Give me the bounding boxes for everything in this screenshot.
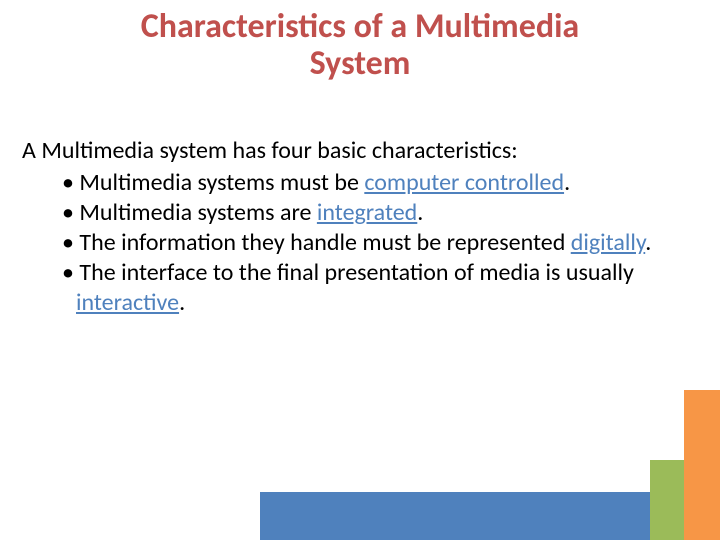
bullet-glyph: • <box>62 198 79 227</box>
bullet-post: . <box>564 168 570 197</box>
bullet-post: . <box>179 288 185 317</box>
bullet-glyph: • <box>62 168 79 197</box>
bullet-keyword: integrated <box>317 198 417 227</box>
bullet-keyword: computer controlled <box>364 168 564 197</box>
bullet-pre: The information they handle must be repr… <box>79 228 570 257</box>
slide: Characteristics of a Multimedia System A… <box>0 0 720 540</box>
bullet-glyph: • <box>62 258 79 287</box>
bullet-item: • The information they handle must be re… <box>62 228 698 258</box>
bullet-pre: Multimedia systems are <box>79 198 317 227</box>
bullet-keyword: digitally <box>571 228 645 257</box>
bullet-glyph: • <box>62 228 79 257</box>
bullet-item: • The interface to the final presentatio… <box>62 258 698 318</box>
bullet-item: • Multimedia systems are integrated. <box>62 198 698 228</box>
body-text: A Multimedia system has four basic chara… <box>22 136 698 318</box>
decor-bar <box>650 460 684 540</box>
decor-bar <box>684 390 720 540</box>
decor-bar <box>260 492 650 540</box>
bullet-pre: The interface to the final presentation … <box>79 258 633 287</box>
title-line-2: System <box>310 43 411 84</box>
title-line-1: Characteristics of a Multimedia <box>141 6 579 47</box>
bullet-post: . <box>645 228 651 257</box>
slide-title: Characteristics of a Multimedia System <box>0 8 720 83</box>
bullet-item: • Multimedia systems must be computer co… <box>62 168 698 198</box>
bullet-keyword: interactive <box>76 288 179 317</box>
intro-line: A Multimedia system has four basic chara… <box>22 136 698 166</box>
bullet-post: . <box>417 198 423 227</box>
bullet-pre: Multimedia systems must be <box>79 168 364 197</box>
bullet-list: • Multimedia systems must be computer co… <box>22 168 698 318</box>
